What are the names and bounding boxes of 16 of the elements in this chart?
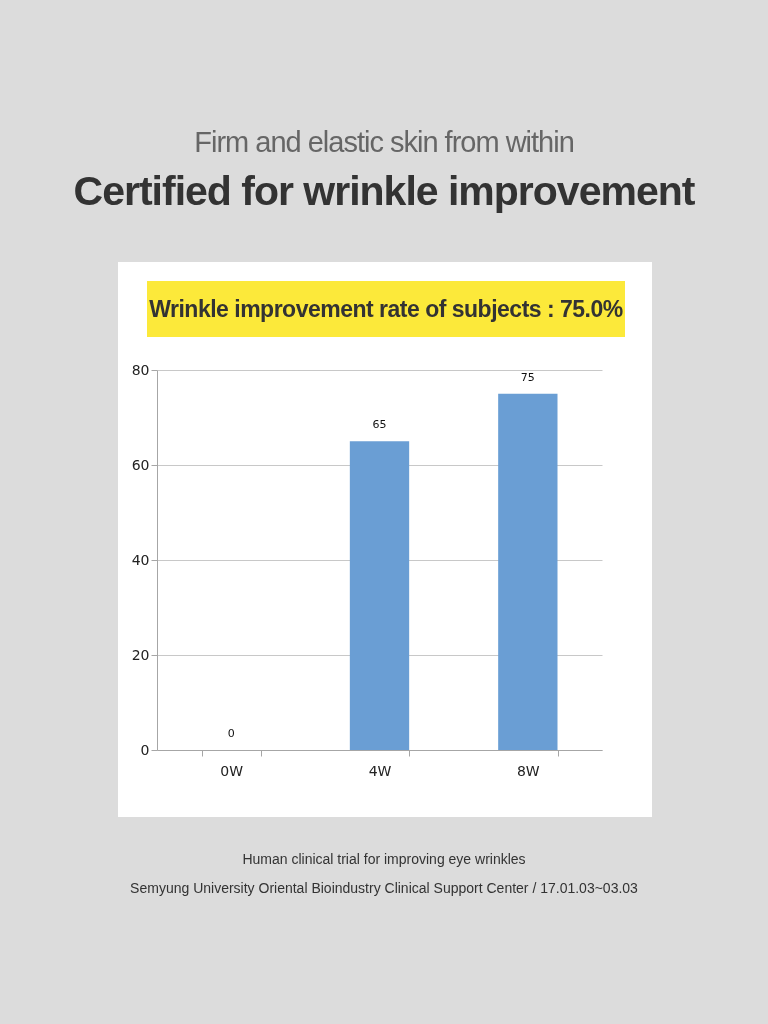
- x-tick-label: 4W: [368, 762, 392, 779]
- y-tick-label: 0: [140, 741, 150, 758]
- y-tick-label: 20: [131, 646, 150, 663]
- y-tick-label: 60: [131, 456, 150, 473]
- chart-title: Certified for wrinkle improvement: [72, 168, 696, 215]
- text: Semyung University Oriental Bioindustry Clinical Support Center / 17.01.03~03.03: [129, 879, 639, 898]
- x-tick-label: 8W: [516, 762, 540, 779]
- data-label: 0: [227, 727, 235, 740]
- data-label: 65: [372, 418, 387, 432]
- y-tick-label: 40: [131, 551, 150, 568]
- chart-subtitle: Firm and elastic skin from within: [193, 126, 575, 159]
- text: Wrinkle improvement rate of subjects : 75.0%: [147, 281, 625, 337]
- x-tick-label: 0W: [220, 762, 244, 779]
- data-label: 75: [520, 370, 535, 384]
- y-tick-label: 80: [131, 361, 150, 378]
- text: Human clinical trial for improving eye wrinkles: [241, 850, 527, 869]
